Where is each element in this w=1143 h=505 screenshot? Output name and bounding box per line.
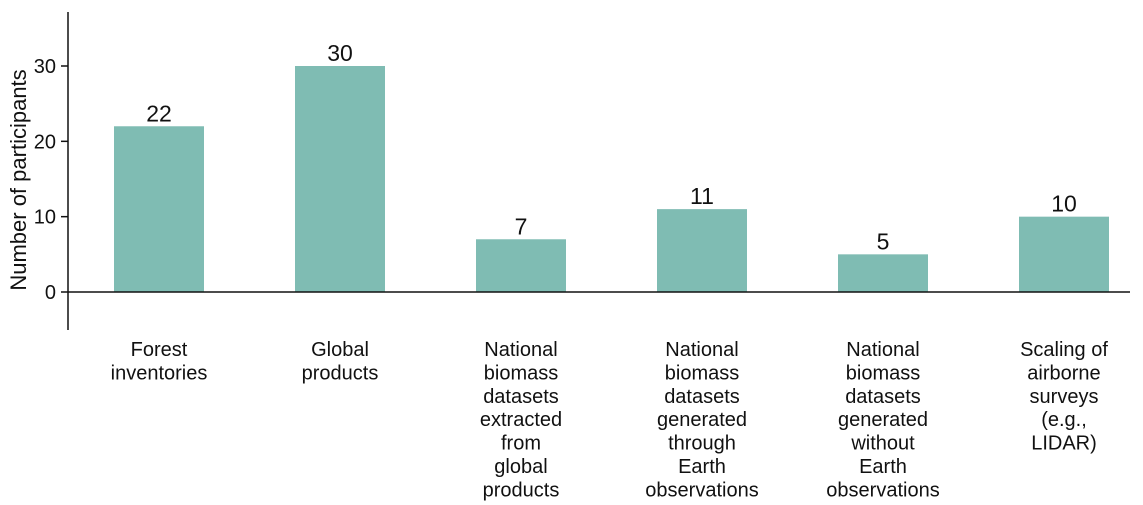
y-tick-label: 20 [34, 131, 56, 153]
labels-group: 22 Forest inventories 30 Global products 7 Nati… [111, 40, 1109, 501]
x-category-label: National biomass datasets extracted from glob… [480, 339, 562, 501]
y-tick-label: 10 [34, 207, 56, 229]
axes-group: 0 10 20 30 [34, 12, 1130, 330]
x-category-label: National biomass datasets generated without E… [826, 339, 939, 501]
bar [1019, 216, 1109, 292]
bar-value-label: 5 [877, 228, 890, 254]
bar [838, 254, 928, 292]
y-tick-label: 30 [34, 56, 56, 78]
y-axis-title: Number of participants [6, 69, 31, 290]
bar [114, 126, 204, 293]
bars-group [114, 66, 1109, 293]
bar-value-label: 10 [1051, 191, 1077, 217]
bar-value-label: 30 [327, 40, 353, 66]
x-category-label: Forest inventories [111, 339, 208, 384]
bar [295, 66, 385, 292]
bar-value-label: 7 [515, 213, 528, 239]
bar-value-label: 22 [146, 100, 172, 126]
bar-value-label: 11 [690, 183, 714, 209]
x-category-label: Scaling of airborne surveys (e.g., LIDAR) [1020, 339, 1108, 455]
x-category-label: National biomass datasets generated through E… [645, 339, 758, 501]
bar [476, 239, 566, 292]
bar [657, 209, 747, 292]
x-category-label: Global products [302, 339, 379, 384]
y-tick-label: 0 [45, 282, 56, 304]
